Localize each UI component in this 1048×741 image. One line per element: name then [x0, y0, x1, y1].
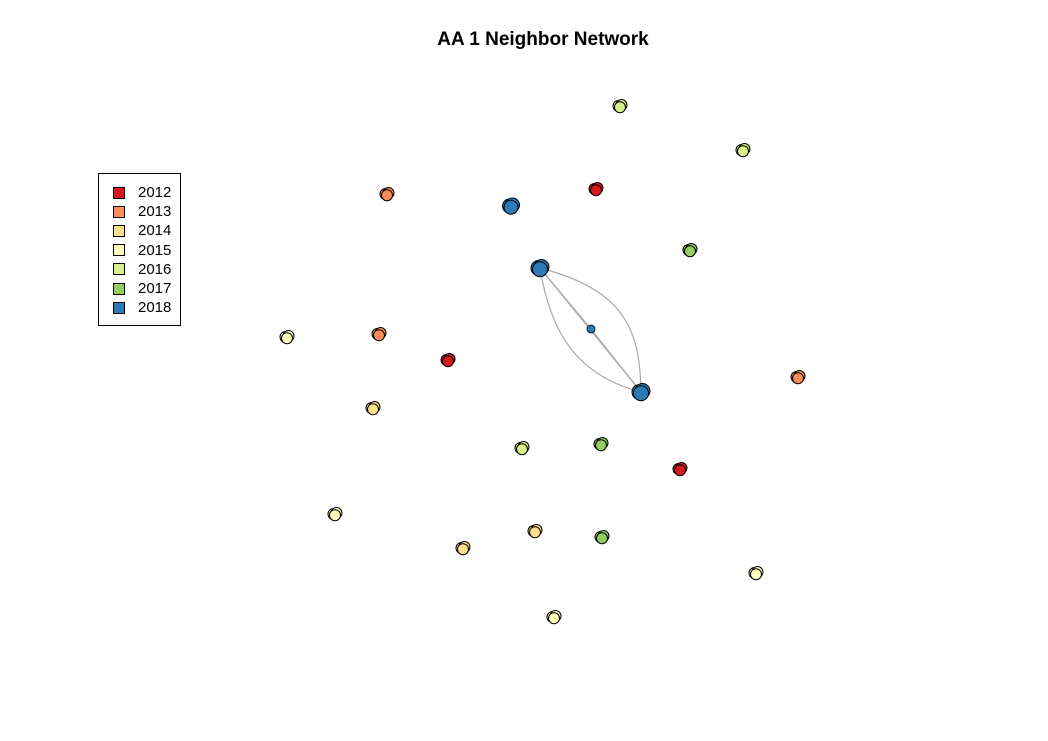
node-2018 [586, 324, 596, 334]
legend-swatch [113, 224, 125, 237]
node-2015 [279, 330, 295, 345]
node-2017 [594, 530, 610, 545]
node-2018 [530, 259, 550, 278]
node-2013 [379, 187, 395, 202]
node-2012 [588, 182, 604, 197]
chart-title: AA 1 Neighbor Network [437, 29, 649, 50]
legend-item-2016: 2016 [99, 260, 171, 279]
legend-item-2017: 2017 [99, 279, 171, 298]
legend-item-2013: 2013 [99, 202, 171, 221]
legend-item-2012: 2012 [99, 183, 171, 202]
node-2016 [514, 441, 530, 456]
node-2013 [790, 370, 806, 385]
legend-item-2018: 2018 [99, 298, 171, 317]
legend: 2012 2013 2014 2015 2016 2017 2018 [98, 173, 181, 326]
legend-label: 2015 [138, 241, 172, 259]
node-2015 [748, 566, 764, 581]
node-2012 [672, 462, 688, 477]
legend-swatch [113, 244, 125, 257]
legend-swatch [113, 186, 125, 199]
legend-swatch [113, 263, 125, 276]
legend-label: 2016 [138, 260, 172, 278]
legend-swatch [113, 301, 125, 314]
node-2012 [440, 353, 456, 368]
legend-swatch [113, 205, 125, 218]
node-2015 [546, 610, 562, 625]
node-2014 [365, 401, 381, 416]
node-2018 [502, 197, 520, 215]
edge-curve [539, 267, 642, 393]
node-2014 [455, 541, 471, 556]
legend-item-2014: 2014 [99, 221, 171, 240]
legend-label: 2017 [138, 280, 172, 297]
legend-label: 2013 [138, 203, 172, 221]
edge-curve [539, 267, 642, 393]
legend-label: 2014 [138, 222, 172, 240]
node-2017 [682, 243, 698, 258]
node-2014 [527, 524, 543, 539]
node-2017 [593, 437, 609, 452]
node-2018 [631, 383, 651, 402]
node-2016 [612, 99, 628, 114]
legend-label: 2012 [138, 184, 172, 201]
edge [590, 328, 642, 393]
node-2015 [327, 507, 343, 522]
legend-swatch [113, 282, 125, 295]
legend-item-2015: 2015 [99, 241, 171, 260]
node-2013 [371, 327, 387, 342]
node-2016 [735, 143, 751, 158]
legend-label: 2018 [138, 299, 172, 317]
